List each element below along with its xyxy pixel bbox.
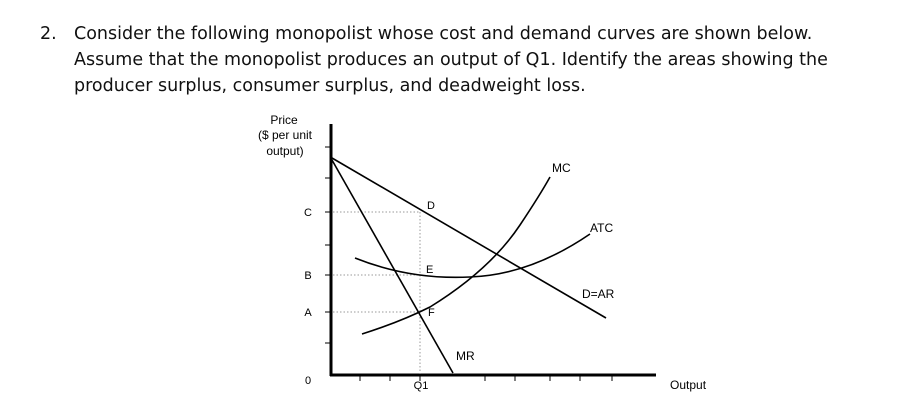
point-label: E (426, 264, 433, 276)
y-axis-label: Price (270, 113, 298, 127)
demand-curve (331, 157, 607, 319)
curve-label: ATC (590, 221, 613, 235)
price-label: C (304, 207, 312, 219)
mc-curve (361, 176, 551, 335)
y-axis-label: ($ per unit (258, 128, 313, 142)
point-label: D (427, 200, 435, 212)
point-label: F (428, 307, 435, 319)
diagram: Price ($ per unit output) C B A 0 Q1 Out… (258, 113, 707, 392)
question-line: Consider the following monopolist whose … (74, 24, 812, 44)
price-label: 0 (305, 375, 311, 387)
quantity-label: Q1 (414, 380, 429, 392)
question-number: 2. (40, 24, 57, 44)
x-axis-label: Output (670, 378, 707, 392)
y-axis-label: output) (266, 144, 303, 158)
atc-curve (354, 233, 591, 279)
curve-label: MR (456, 349, 475, 363)
curve-label: D=AR (582, 287, 615, 301)
question-line: Assume that the monopolist produces an o… (74, 50, 828, 70)
axis-ticks (325, 146, 613, 381)
curve-label: MC (552, 161, 571, 175)
price-label: B (304, 270, 311, 282)
question-line: producer surplus, consumer surplus, and … (74, 76, 586, 96)
mr-curve (331, 159, 454, 374)
price-label: A (304, 307, 312, 319)
